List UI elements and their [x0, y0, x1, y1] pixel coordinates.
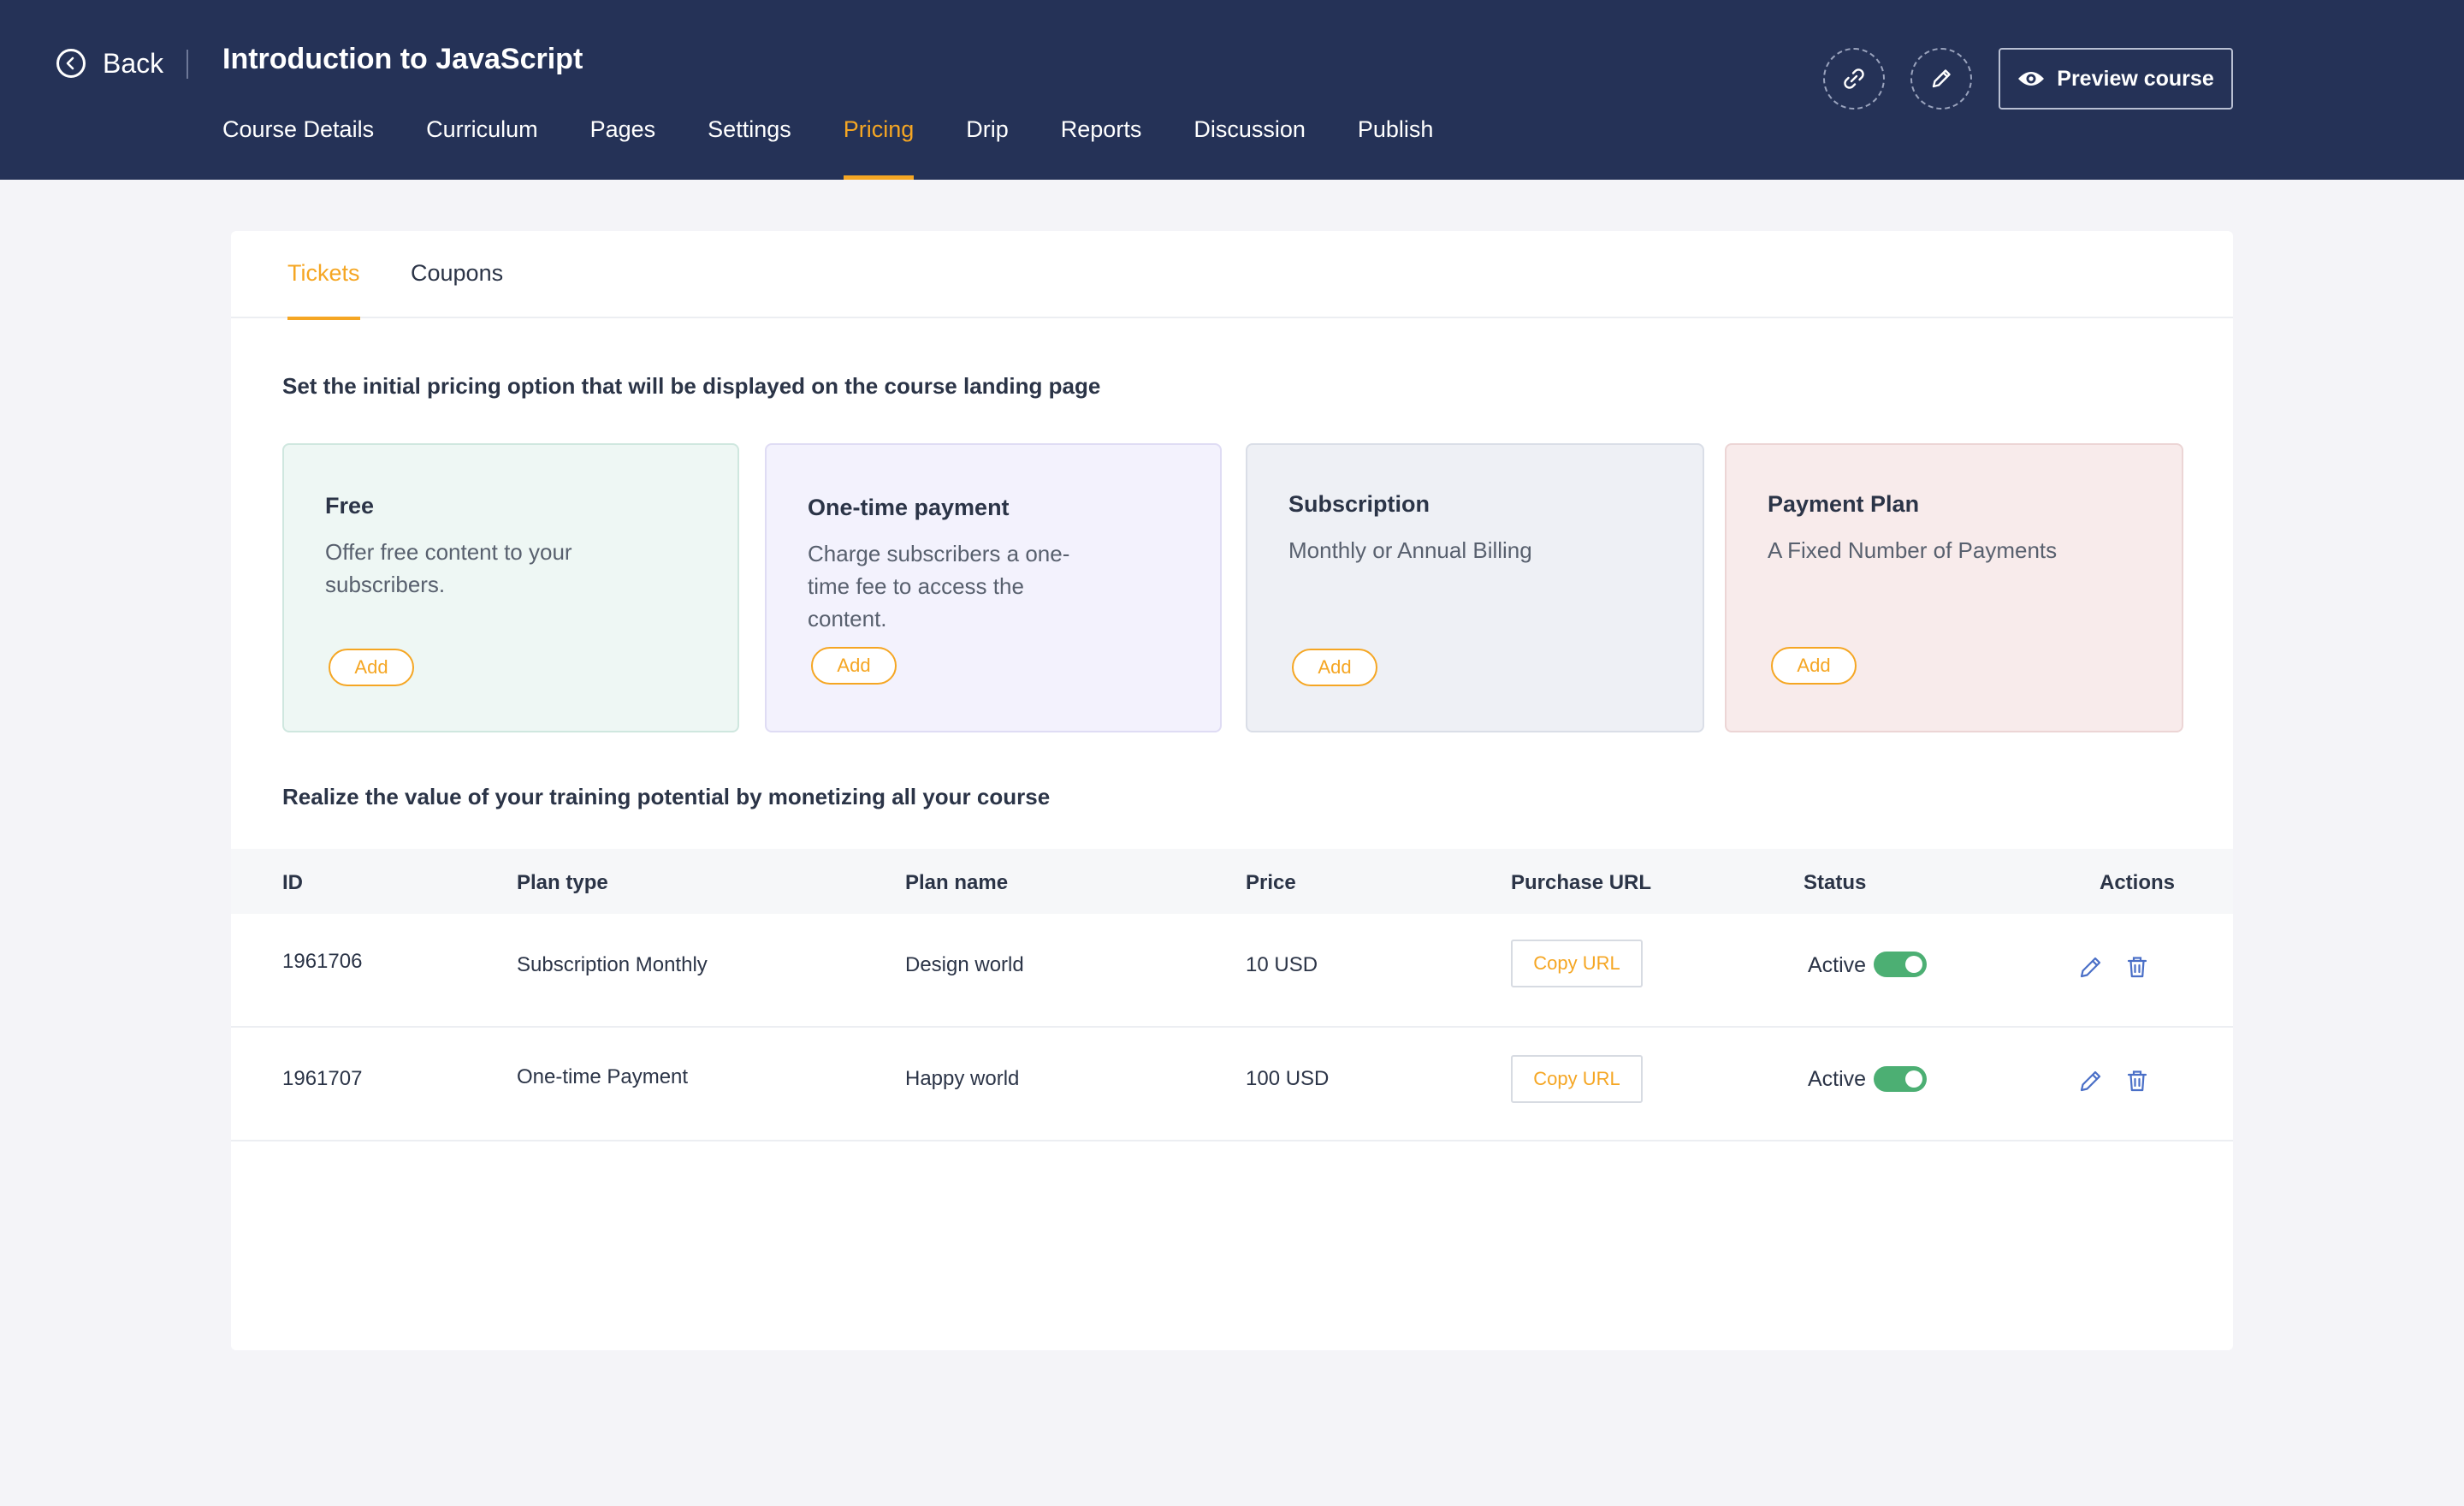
nav-drip[interactable]: Drip	[966, 116, 1009, 142]
copy-url-button[interactable]: Copy URL	[1511, 940, 1643, 987]
chevron-left-circle-icon	[56, 49, 86, 78]
preview-course-button[interactable]: Preview course	[1999, 48, 2233, 110]
col-purchase-url: Purchase URL	[1511, 871, 1652, 894]
back-button[interactable]: Back	[56, 46, 163, 80]
col-plan-name: Plan name	[905, 871, 1009, 894]
eye-icon	[2018, 72, 2045, 86]
edit-pencil-icon[interactable]	[2077, 953, 2105, 981]
nav-discussion[interactable]: Discussion	[1194, 116, 1306, 142]
col-price: Price	[1246, 871, 1296, 894]
col-actions: Actions	[2100, 871, 2176, 894]
nav-course-details[interactable]: Course Details	[222, 116, 375, 142]
nav-pages[interactable]: Pages	[589, 116, 656, 142]
trash-icon[interactable]	[2123, 1067, 2151, 1094]
preview-course-label: Preview course	[2057, 66, 2214, 91]
copy-link-button[interactable]	[1823, 48, 1885, 110]
cell-id: 1961707	[282, 1067, 363, 1090]
option-description: A Fixed Number of Payments	[1768, 537, 2058, 563]
cell-plan-type: One-time Payment	[517, 1065, 689, 1088]
trash-icon[interactable]	[2123, 953, 2151, 981]
nav-pricing[interactable]: Pricing	[843, 116, 914, 180]
edit-pencil-icon[interactable]	[2077, 1067, 2105, 1094]
edit-course-button[interactable]	[1910, 48, 1972, 110]
pricing-subtabs: Tickets Coupons	[231, 231, 2233, 320]
option-title: One-time payment	[808, 495, 1010, 520]
table-row: 1961706 Subscription Monthly Design worl…	[231, 914, 2233, 1028]
option-description: Charge subscribers a one-time fee to acc…	[808, 541, 1070, 631]
table-row: 1961707 One-time Payment Happy world 100…	[231, 1028, 2233, 1141]
pencil-icon	[1932, 69, 1951, 88]
option-payment-plan: Payment Plan A Fixed Number of Payments …	[1725, 443, 2183, 732]
toggle-knob	[1905, 956, 1922, 973]
nav-reports[interactable]: Reports	[1060, 116, 1142, 142]
status-toggle[interactable]	[1874, 1066, 1927, 1092]
nav-settings[interactable]: Settings	[708, 116, 791, 142]
cell-price: 10 USD	[1246, 953, 1318, 976]
add-subscription-button[interactable]: Add	[1292, 649, 1377, 686]
option-title: Payment Plan	[1768, 491, 1920, 517]
course-nav: Course Details Curriculum Pages Settings…	[222, 116, 1485, 180]
option-title: Subscription	[1288, 491, 1430, 517]
add-payment-plan-button[interactable]: Add	[1771, 647, 1857, 685]
monetize-heading: Realize the value of your training poten…	[282, 784, 1051, 809]
nav-curriculum[interactable]: Curriculum	[426, 116, 538, 142]
status-label: Active	[1808, 1067, 1867, 1091]
status-toggle[interactable]	[1874, 952, 1927, 977]
cell-plan-name: Design world	[905, 953, 1024, 976]
cell-plan-name: Happy world	[905, 1067, 1020, 1090]
copy-url-button[interactable]: Copy URL	[1511, 1055, 1643, 1103]
link-icon	[1844, 68, 1864, 89]
tab-coupons[interactable]: Coupons	[411, 260, 504, 286]
plans-table-header: ID Plan type Plan name Price Purchase UR…	[231, 849, 2233, 914]
add-free-button[interactable]: Add	[329, 649, 414, 686]
pricing-card: Tickets Coupons Set the initial pricing …	[231, 231, 2233, 1350]
pricing-heading: Set the initial pricing option that will…	[282, 373, 1101, 399]
option-description: Offer free content to your subscribers.	[325, 539, 572, 597]
col-status: Status	[1804, 871, 1867, 894]
header-divider	[187, 50, 188, 79]
status-label: Active	[1808, 953, 1867, 977]
option-one-time-payment: One-time payment Charge subscribers a on…	[765, 443, 1222, 732]
option-subscription: Subscription Monthly or Annual Billing A…	[1246, 443, 1704, 732]
back-label: Back	[103, 47, 164, 79]
cell-plan-type: Subscription Monthly	[517, 953, 708, 976]
col-id: ID	[282, 871, 303, 894]
cell-id: 1961706	[282, 950, 363, 973]
col-plan-type: Plan type	[517, 871, 608, 894]
course-title: Introduction to JavaScript	[222, 43, 583, 75]
cell-price: 100 USD	[1246, 1067, 1330, 1090]
toggle-knob	[1905, 1070, 1922, 1088]
option-free: Free Offer free content to your subscrib…	[282, 443, 739, 732]
nav-publish[interactable]: Publish	[1357, 116, 1434, 142]
top-header: Back Introduction to JavaScript Course D…	[0, 0, 2464, 180]
tab-tickets[interactable]: Tickets	[287, 260, 360, 320]
option-description: Monthly or Annual Billing	[1288, 537, 1532, 563]
add-one-time-button[interactable]: Add	[811, 647, 897, 685]
option-title: Free	[325, 493, 375, 519]
